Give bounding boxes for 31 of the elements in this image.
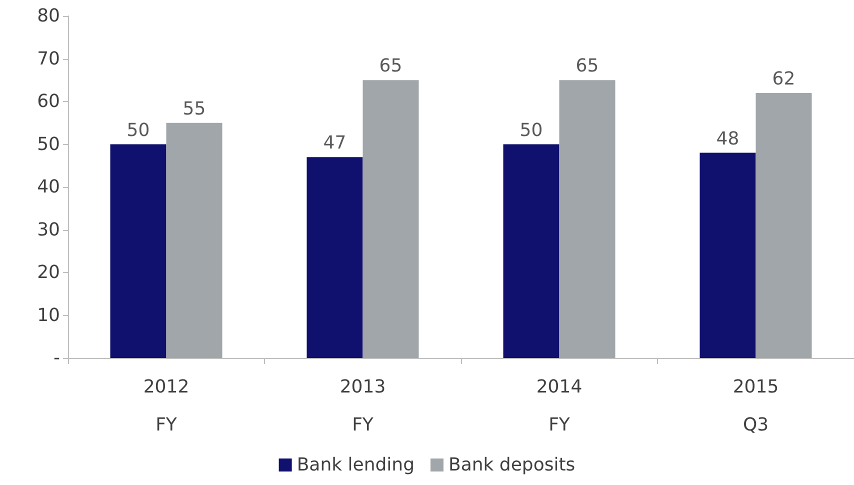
y-tick-label: 70 bbox=[37, 48, 60, 70]
data-label: 50 bbox=[126, 120, 150, 141]
bar bbox=[503, 144, 560, 358]
data-label: 65 bbox=[576, 56, 599, 77]
bar bbox=[306, 157, 363, 358]
data-label: 50 bbox=[520, 120, 543, 141]
y-tick-label: 10 bbox=[37, 304, 60, 326]
x-tick-label: 2014 FY bbox=[536, 376, 582, 436]
data-label: 47 bbox=[323, 132, 346, 154]
bar bbox=[166, 122, 222, 358]
bar bbox=[756, 92, 812, 358]
y-tick-label: 50 bbox=[37, 134, 60, 155]
x-tick-label: 2015 Q3 bbox=[732, 376, 779, 436]
y-tick-label: 40 bbox=[37, 176, 60, 198]
bar bbox=[110, 144, 166, 358]
y-tick-label: 30 bbox=[37, 219, 60, 240]
bar bbox=[700, 152, 756, 358]
bar bbox=[559, 80, 616, 358]
data-label: 55 bbox=[182, 98, 206, 120]
y-tick-label: 60 bbox=[37, 91, 60, 112]
bar bbox=[362, 80, 419, 358]
data-label: 65 bbox=[379, 56, 402, 77]
y-tick-label: 80 bbox=[37, 6, 60, 26]
x-tick-label: 2012 FY bbox=[143, 376, 190, 436]
data-label: 48 bbox=[716, 128, 740, 150]
legend-label: Bank deposits bbox=[448, 454, 576, 476]
y-tick-label: 20 bbox=[37, 262, 60, 283]
legend-label: Bank lending bbox=[296, 454, 415, 476]
y-tick-label: - bbox=[54, 348, 60, 368]
x-tick-label: 2013 FY bbox=[340, 376, 386, 436]
data-label: 62 bbox=[772, 68, 796, 90]
